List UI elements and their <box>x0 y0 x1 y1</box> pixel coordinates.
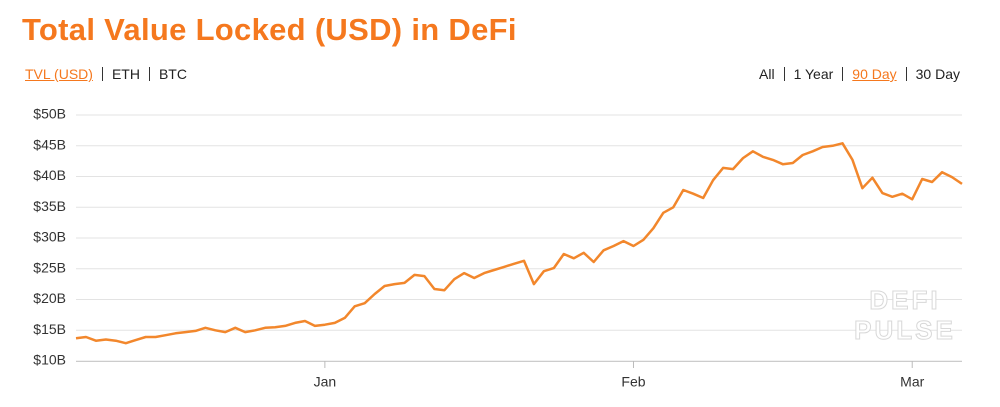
separator <box>148 67 150 81</box>
y-tick-label: $30B <box>33 229 66 245</box>
x-tick-label: Feb <box>621 374 645 390</box>
x-tick-label: Mar <box>900 374 924 390</box>
y-tick-label: $50B <box>33 106 66 122</box>
tab[interactable]: 90 Day <box>852 66 897 82</box>
x-tick-label: Jan <box>314 374 337 390</box>
y-tick-label: $10B <box>33 352 66 368</box>
range-tabs: All 1 Year 90 Day 30 Day <box>759 66 960 82</box>
watermark: PULSE <box>854 315 956 345</box>
tab[interactable]: BTC <box>158 66 187 82</box>
y-tick-label: $25B <box>33 259 66 275</box>
y-tick-label: $45B <box>33 136 66 152</box>
tab[interactable]: 30 Day <box>915 66 960 82</box>
tab[interactable]: TVL (USD) <box>25 66 93 82</box>
separator <box>905 67 907 81</box>
watermark: DEFI <box>869 285 940 315</box>
y-tick-label: $15B <box>33 321 66 337</box>
tab[interactable]: ETH <box>111 66 140 82</box>
separator <box>101 67 103 81</box>
separator <box>842 67 844 81</box>
separator <box>783 67 785 81</box>
y-tick-label: $35B <box>33 198 66 214</box>
line <box>75 142 963 345</box>
chart-title: Total Value Locked (USD) in DeFi <box>22 12 517 47</box>
tab[interactable]: 1 Year <box>793 66 834 82</box>
tab[interactable]: All <box>759 66 775 82</box>
y-tick-label: $40B <box>33 167 66 183</box>
y-tick-label: $20B <box>33 290 66 306</box>
metric-tabs: TVL (USD) ETH BTC <box>25 66 187 82</box>
